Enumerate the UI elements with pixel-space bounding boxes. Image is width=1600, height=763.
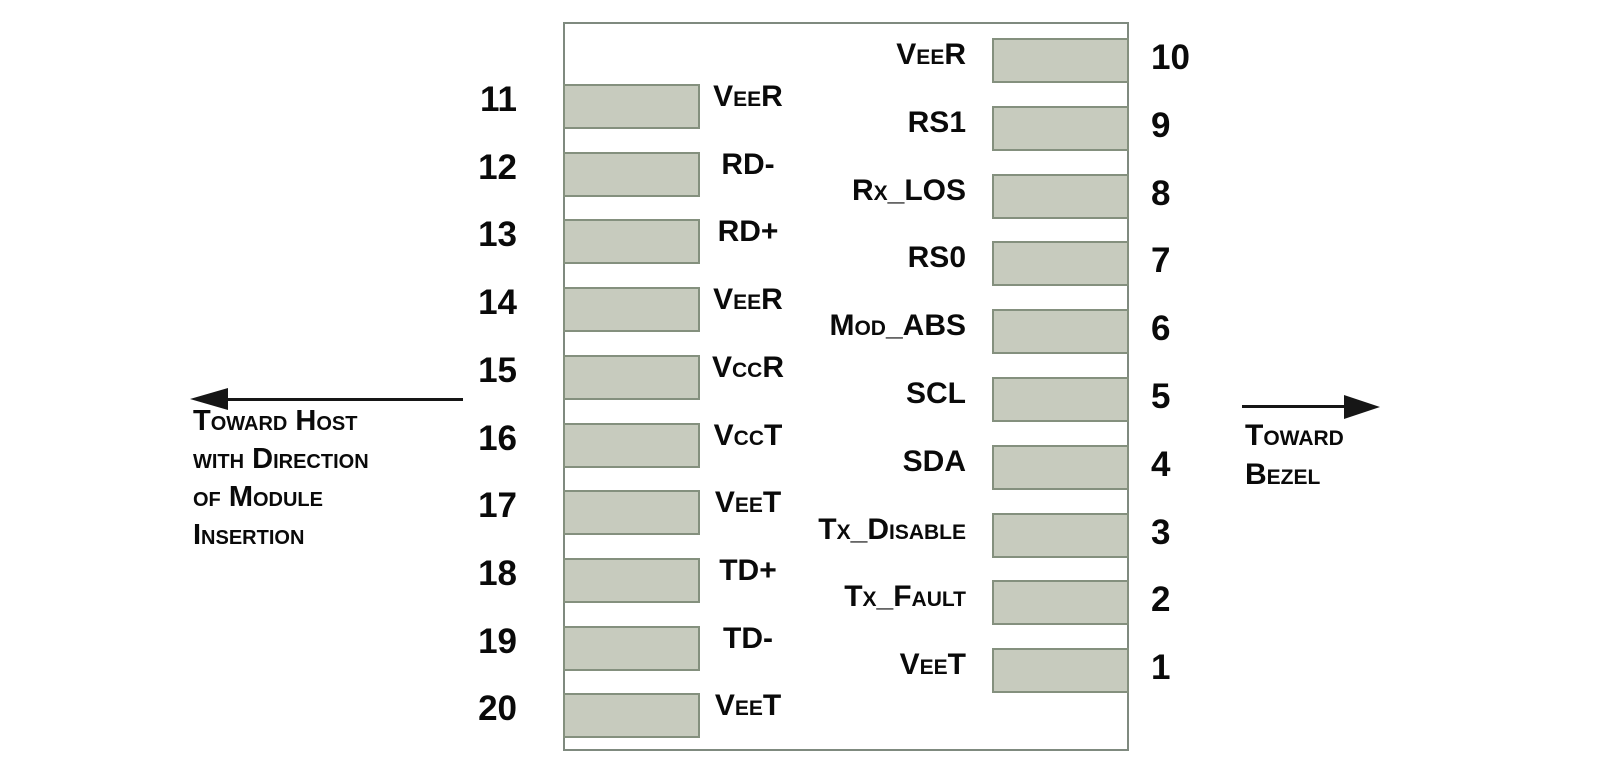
pin-number: 16 (478, 418, 517, 458)
pin-number: 13 (478, 215, 517, 255)
annotation-line: Toward (1245, 419, 1344, 452)
pin-number: 8 (1151, 173, 1171, 213)
pin-number: 5 (1151, 377, 1171, 416)
pin-pad (563, 557, 700, 603)
pin-pad (563, 625, 700, 671)
pin-number: 7 (1151, 241, 1171, 281)
pin-number: 15 (478, 350, 517, 390)
pin-pad (563, 84, 700, 129)
annotation-line: Toward Host (193, 405, 358, 437)
pin-label: TD+ (719, 553, 777, 587)
pin-number: 18 (478, 553, 517, 593)
pin-label: VeeT (714, 486, 782, 520)
pin-label: SCL (906, 377, 966, 410)
pin-label: Mod_ABS (829, 309, 966, 343)
pin-label: VeeR (713, 80, 783, 113)
pin-number: 9 (1151, 105, 1171, 145)
pin-number: 1 (1151, 648, 1171, 688)
pin-number: 2 (1151, 580, 1171, 620)
toward-host-arrow-line (226, 398, 463, 401)
annotation-line: of Module (193, 481, 323, 513)
pin-label: RD+ (717, 215, 779, 249)
pin-pad (563, 151, 700, 197)
pin-pad (992, 648, 1129, 694)
toward-bezel-annotation: Toward Bezel (1245, 416, 1344, 494)
pin-label: RS1 (907, 105, 966, 139)
pin-pad (992, 580, 1129, 626)
annotation-line: with Direction (193, 443, 369, 475)
pin-pad (992, 444, 1129, 490)
pin-pad (992, 512, 1129, 558)
annotation-line: Insertion (193, 519, 305, 551)
pin-pad (563, 490, 700, 536)
pin-label: RS0 (907, 241, 966, 275)
pin-pad (992, 309, 1129, 355)
pin-number: 10 (1151, 38, 1190, 77)
pin-number: 11 (480, 80, 517, 119)
pin-label: RD- (721, 147, 775, 181)
pin-label: Tx_Disable (818, 512, 966, 546)
right-arrow-head-icon (1344, 395, 1380, 419)
pin-label: VccT (713, 418, 783, 452)
annotation-line: Bezel (1245, 458, 1321, 491)
pin-label: SDA (902, 444, 966, 478)
left-arrow-head-icon (190, 388, 228, 410)
pin-label: Tx_Fault (844, 580, 966, 614)
pin-pad (563, 422, 700, 468)
toward-host-annotation: Toward Host with Direction of Module Ins… (193, 402, 369, 554)
toward-bezel-arrow-line (1242, 405, 1347, 408)
pin-label: VccR (711, 350, 784, 384)
pin-number: 19 (478, 621, 517, 661)
pin-pad (992, 241, 1129, 287)
pin-number: 3 (1151, 512, 1171, 552)
pin-label: TD- (723, 621, 773, 655)
pin-label: VeeR (896, 38, 966, 71)
pin-label: VeeT (714, 689, 782, 723)
pin-pad (563, 693, 700, 739)
pin-pad (992, 105, 1129, 151)
pin-pad (992, 38, 1129, 83)
pin-label: VeeR (713, 283, 783, 317)
pin-number: 4 (1151, 444, 1171, 484)
pin-pad (992, 173, 1129, 219)
pin-number: 14 (478, 283, 517, 323)
pin-number: 20 (478, 689, 517, 729)
pin-pad (563, 287, 700, 333)
pin-number: 17 (478, 486, 517, 526)
pin-pad (563, 354, 700, 400)
pin-label: Rx_LOS (851, 173, 966, 207)
pin-label: VeeT (899, 648, 966, 682)
pin-number: 6 (1151, 309, 1171, 349)
pin-pad (563, 219, 700, 265)
pin-pad (992, 377, 1129, 422)
pin-number: 12 (478, 147, 517, 187)
